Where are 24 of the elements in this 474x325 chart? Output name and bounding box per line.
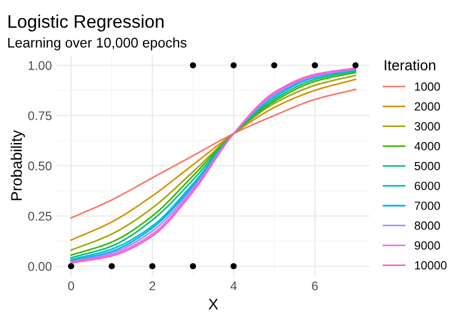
- legend-label: 6000: [414, 182, 440, 190]
- y-tick-label: 0.75: [28, 111, 52, 120]
- legend-label: 5000: [414, 162, 440, 170]
- legend-label: 7000: [414, 202, 440, 210]
- legend-label: 2000: [414, 102, 440, 111]
- x-tick-label: 0: [68, 281, 74, 290]
- legend-label: 10000: [415, 261, 447, 270]
- x-tick-label: 6: [312, 281, 318, 290]
- legend-label: 3000: [414, 122, 440, 130]
- y-axis-title: Probability: [10, 130, 25, 200]
- x-axis-title: X: [208, 298, 218, 310]
- legend-label: 1000: [415, 82, 440, 91]
- x-tick-label: 4: [230, 282, 237, 290]
- y-tick-label: 0.50: [28, 162, 52, 170]
- y-tick-label: 0.00: [28, 262, 52, 271]
- chart-title: Logistic Regression: [8, 14, 164, 32]
- legend-title: Iteration: [384, 60, 436, 70]
- chart-subtitle: Learning over 10,000 epochs: [8, 37, 187, 50]
- y-tick-label: 1.00: [28, 61, 52, 70]
- legend-label: 4000: [414, 142, 440, 150]
- legend-label: 8000: [414, 221, 440, 230]
- legend-label: 9000: [414, 241, 440, 250]
- y-tick-label: 0.25: [28, 212, 52, 221]
- x-tick-label: 2: [150, 281, 156, 290]
